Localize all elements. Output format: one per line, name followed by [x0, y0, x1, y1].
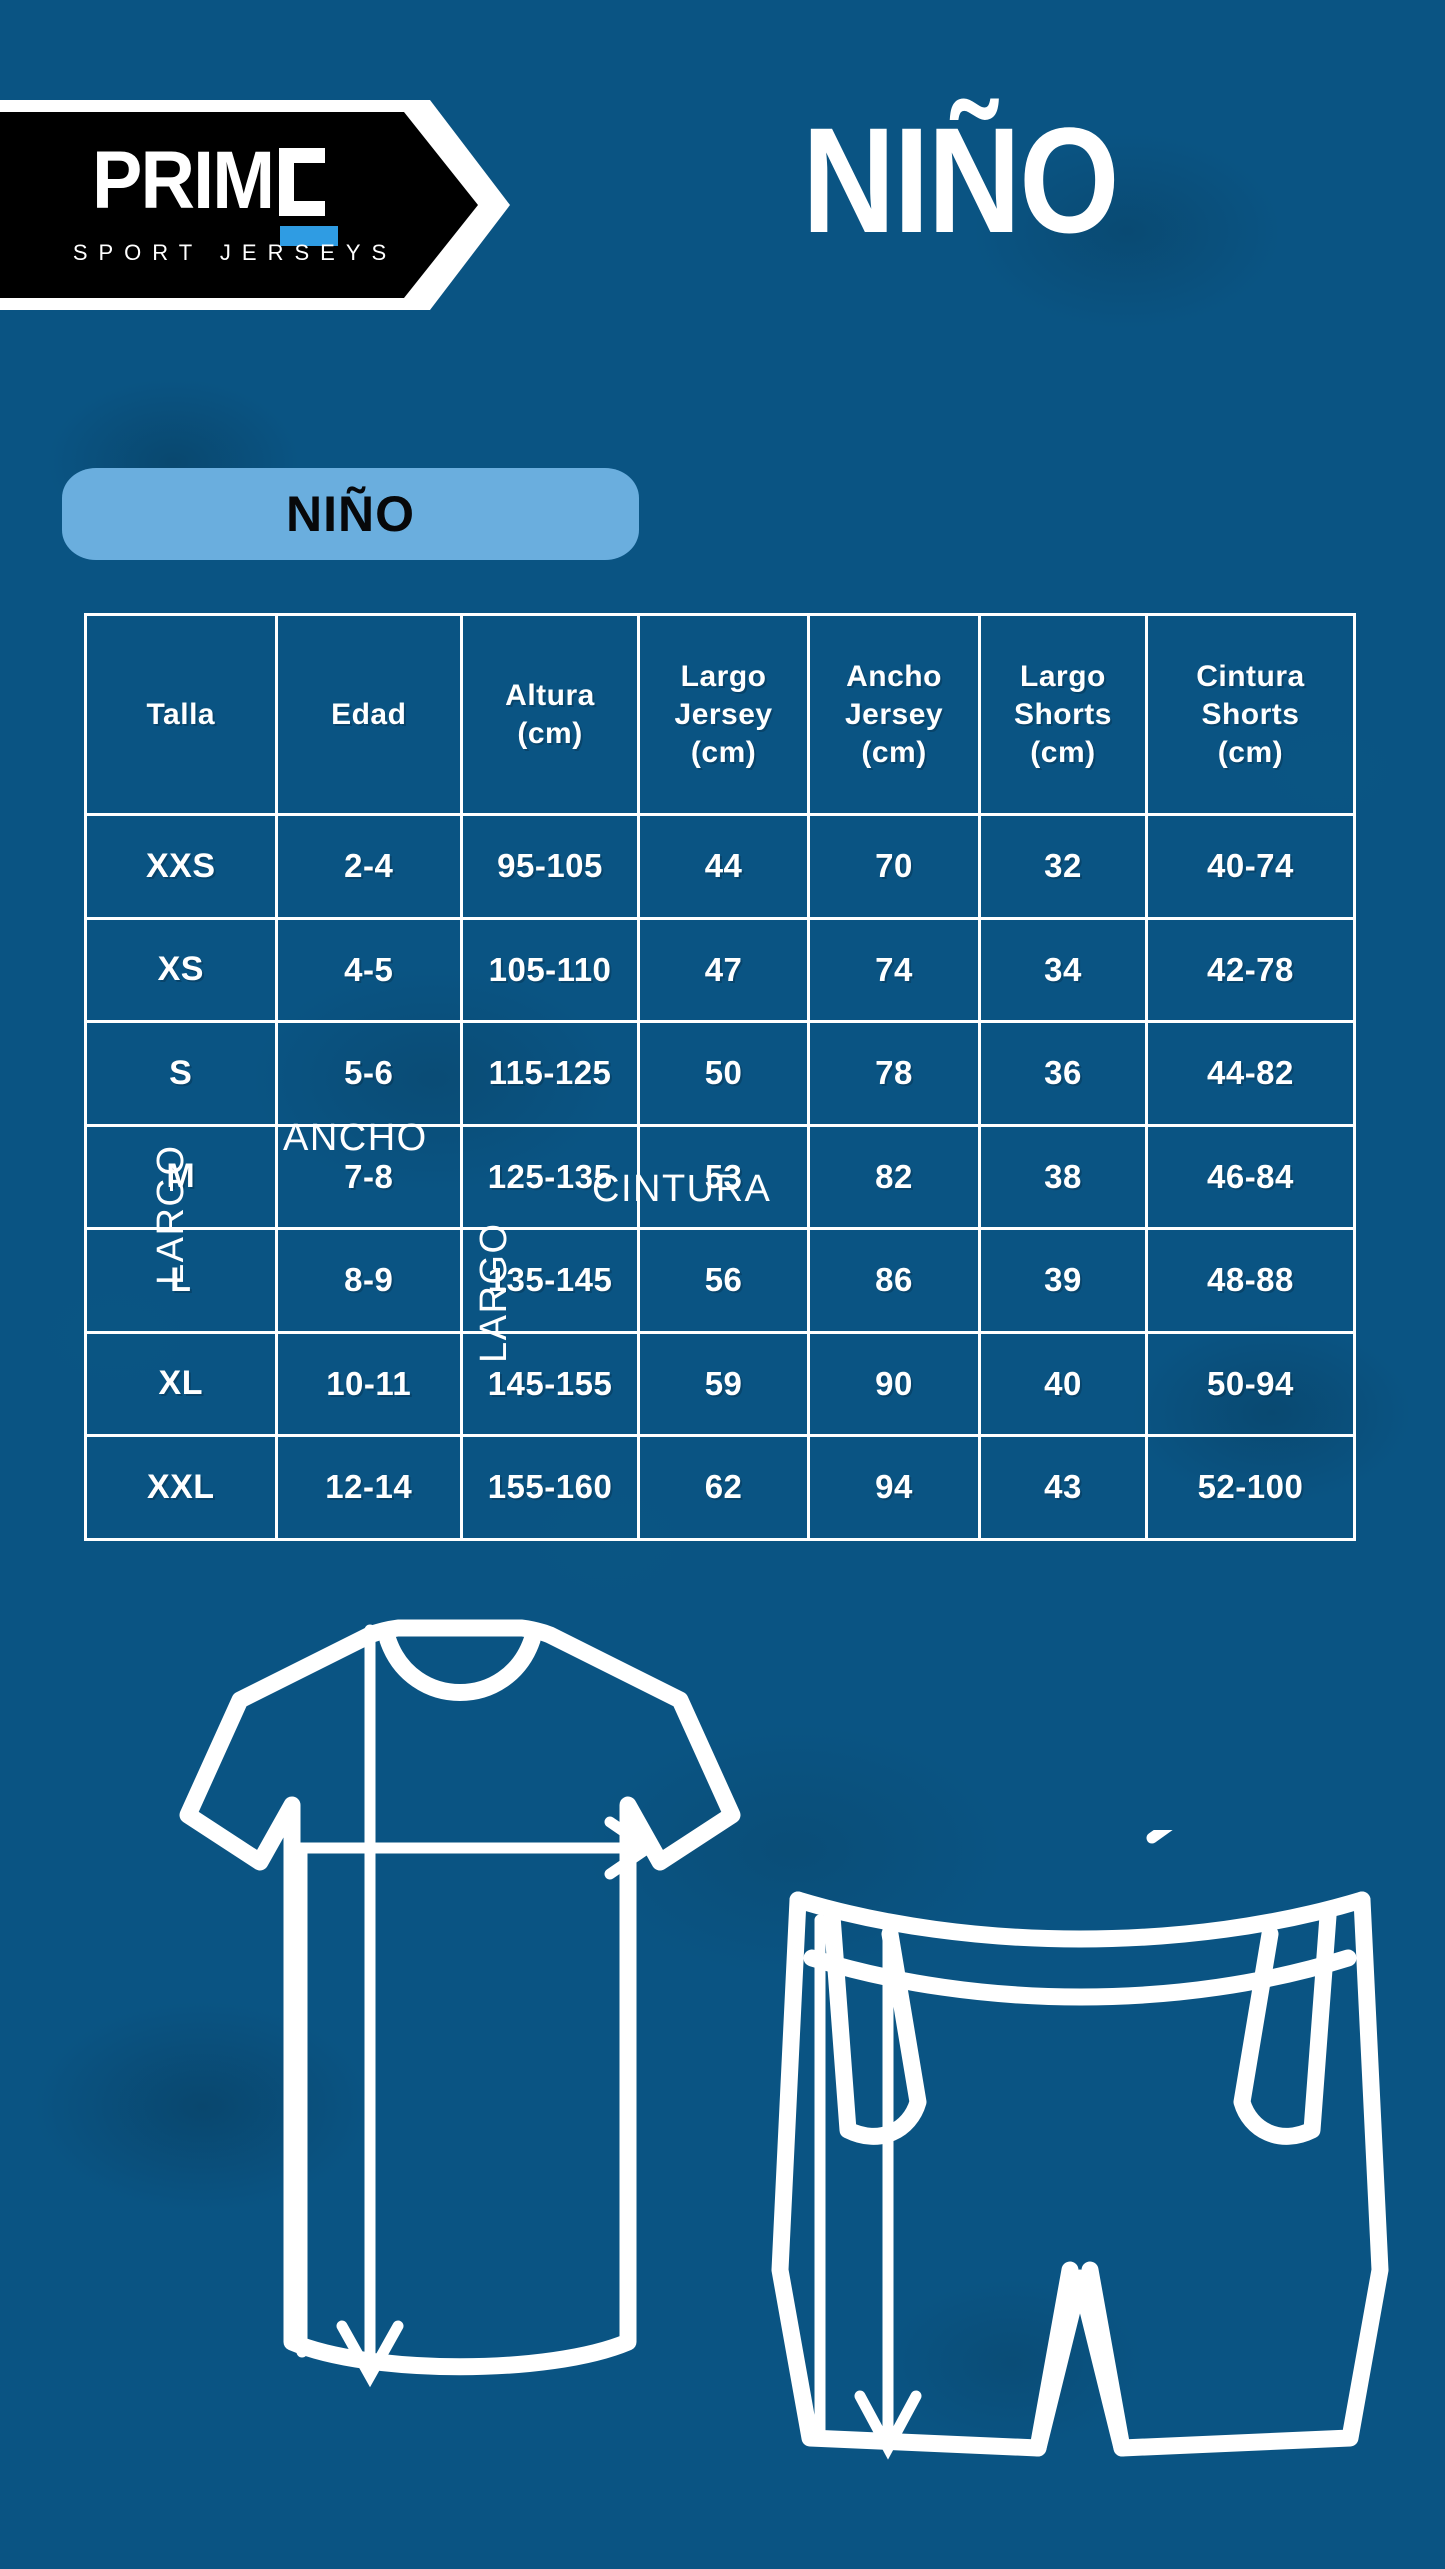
section-badge-label: NIÑO	[286, 486, 415, 542]
cell-talla: XS	[84, 916, 278, 1023]
brand-logo: PRIM SPORT JERSEYS	[0, 100, 510, 310]
table-row: XXL 12-14 155-160 62 94 43 52-100	[84, 1434, 1357, 1541]
cell-largo-shorts: 34	[978, 916, 1148, 1023]
logo-e-bar-bottom	[279, 201, 325, 216]
cell-largo-jersey: 44	[637, 813, 811, 920]
cell-talla: S	[84, 1020, 278, 1127]
column-header-altura: Altura (cm)	[459, 613, 641, 816]
cell-largo-jersey: 62	[637, 1434, 811, 1541]
table-row: S 5-6 115-125 50 78 36 44-82	[84, 1020, 1357, 1127]
logo-e-bar-stem	[279, 148, 294, 216]
cell-talla: XXS	[84, 813, 278, 920]
cell-largo-jersey: 56	[637, 1227, 811, 1334]
cell-altura: 115-125	[459, 1020, 641, 1127]
logo-accent-bar	[280, 226, 338, 246]
table-row: XXS 2-4 95-105 44 70 32 40-74	[84, 813, 1357, 920]
cell-talla: M	[84, 1123, 278, 1230]
cell-altura: 155-160	[459, 1434, 641, 1541]
logo-wordmark: PRIM	[92, 135, 402, 246]
cell-largo-jersey: 50	[637, 1020, 811, 1127]
cell-altura: 145-155	[459, 1330, 641, 1437]
cell-altura: 95-105	[459, 813, 641, 920]
cell-cintura-shorts: 46-84	[1144, 1123, 1357, 1230]
cell-largo-shorts: 43	[978, 1434, 1148, 1541]
cell-cintura-shorts: 44-82	[1144, 1020, 1357, 1127]
cell-altura: 125-135	[459, 1123, 641, 1230]
cell-cintura-shorts: 50-94	[1144, 1330, 1357, 1437]
cell-talla: XXL	[84, 1434, 278, 1541]
cell-ancho-jersey: 90	[807, 1330, 982, 1437]
page-header: PRIM SPORT JERSEYS NIÑO	[0, 0, 1445, 360]
measurement-diagrams	[0, 1600, 1445, 2569]
cell-edad: 8-9	[274, 1227, 463, 1334]
cell-largo-shorts: 32	[978, 813, 1148, 920]
tshirt-outline-icon	[179, 1619, 741, 2388]
table-row: XL 10-11 145-155 59 90 40 50-94	[84, 1330, 1357, 1437]
cell-talla: L	[84, 1227, 278, 1334]
cell-cintura-shorts: 40-74	[1144, 813, 1357, 920]
cell-ancho-jersey: 74	[807, 916, 982, 1023]
column-header-largo-jersey: Largo Jersey (cm)	[637, 613, 811, 816]
cell-cintura-shorts: 42-78	[1144, 916, 1357, 1023]
cell-ancho-jersey: 86	[807, 1227, 982, 1334]
cell-ancho-jersey: 70	[807, 813, 982, 920]
cell-edad: 7-8	[274, 1123, 463, 1230]
cell-edad: 12-14	[274, 1434, 463, 1541]
column-header-talla: Talla	[84, 613, 278, 816]
cell-largo-shorts: 40	[978, 1330, 1148, 1437]
logo-arrow-fill	[0, 112, 478, 298]
table-row: M 7-8 125-135 53 82 38 46-84	[84, 1123, 1357, 1230]
cell-ancho-jersey: 94	[807, 1434, 982, 1541]
cell-cintura-shorts: 48-88	[1144, 1227, 1357, 1334]
cell-largo-shorts: 36	[978, 1020, 1148, 1127]
shorts-outline-icon	[771, 1830, 1389, 2460]
page-title: NIÑO	[802, 96, 1119, 264]
cell-edad: 4-5	[274, 916, 463, 1023]
cell-edad: 10-11	[274, 1330, 463, 1437]
column-header-edad: Edad	[274, 613, 463, 816]
size-table: Talla Edad Altura (cm) Largo Jersey (cm)…	[84, 613, 1357, 1541]
table-row: XS 4-5 105-110 47 74 34 42-78	[84, 916, 1357, 1023]
cell-largo-shorts: 39	[978, 1227, 1148, 1334]
cell-largo-jersey: 53	[637, 1123, 811, 1230]
cell-largo-jersey: 47	[637, 916, 811, 1023]
table-row: L 8-9 135-145 56 86 39 48-88	[84, 1227, 1357, 1334]
logo-stylized-e-icon	[279, 148, 325, 216]
column-header-ancho-jersey: Ancho Jersey (cm)	[807, 613, 982, 816]
cell-talla: XL	[84, 1330, 278, 1437]
cell-edad: 2-4	[274, 813, 463, 920]
column-header-cintura-shorts: Cintura Shorts (cm)	[1144, 613, 1357, 816]
cell-cintura-shorts: 52-100	[1144, 1434, 1357, 1541]
cell-largo-shorts: 38	[978, 1123, 1148, 1230]
cell-ancho-jersey: 82	[807, 1123, 982, 1230]
table-header-row: Talla Edad Altura (cm) Largo Jersey (cm)…	[84, 613, 1357, 816]
cell-edad: 5-6	[274, 1020, 463, 1127]
cell-ancho-jersey: 78	[807, 1020, 982, 1127]
cell-altura: 105-110	[459, 916, 641, 1023]
section-badge: NIÑO	[62, 468, 639, 560]
cell-altura: 135-145	[459, 1227, 641, 1334]
logo-tagline: SPORT JERSEYS	[72, 240, 398, 265]
column-header-largo-shorts: Largo Shorts (cm)	[978, 613, 1148, 816]
logo-wordmark-text: PRIM	[92, 135, 275, 226]
cell-largo-jersey: 59	[637, 1330, 811, 1437]
